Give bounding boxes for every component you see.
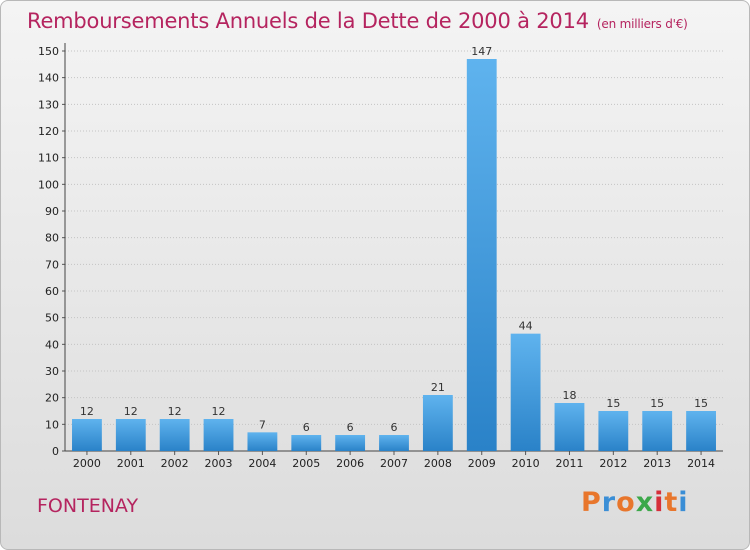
logo-letter: r xyxy=(601,487,617,518)
y-tick-label: 30 xyxy=(45,365,59,378)
bar xyxy=(115,419,146,451)
bar xyxy=(291,435,322,451)
bar-value-label: 15 xyxy=(650,397,664,410)
y-tick-label: 140 xyxy=(38,72,59,85)
bar-value-label: 6 xyxy=(347,421,354,434)
x-tick-label: 2007 xyxy=(380,457,408,470)
bar xyxy=(510,333,541,451)
logo-letter: P xyxy=(581,487,602,518)
y-tick-label: 40 xyxy=(45,338,59,351)
y-tick-label: 70 xyxy=(45,258,59,271)
bar-value-label: 12 xyxy=(124,405,138,418)
logo-letter: o xyxy=(616,487,636,518)
y-tick-label: 130 xyxy=(38,98,59,111)
chart-title: Remboursements Annuels de la Dette de 20… xyxy=(27,9,688,33)
bar xyxy=(422,395,453,451)
x-tick-label: 2011 xyxy=(555,457,583,470)
logo-letter: i xyxy=(678,487,689,518)
bar xyxy=(642,411,673,451)
bar-value-label: 12 xyxy=(168,405,182,418)
x-tick-label: 2012 xyxy=(599,457,627,470)
y-tick-label: 80 xyxy=(45,232,59,245)
y-tick-label: 100 xyxy=(38,178,59,191)
bar-value-label: 15 xyxy=(606,397,620,410)
x-tick-label: 2004 xyxy=(248,457,276,470)
y-tick-label: 90 xyxy=(45,205,59,218)
bar xyxy=(379,435,409,451)
bar xyxy=(247,432,278,451)
x-tick-label: 2013 xyxy=(643,457,671,470)
bar-value-label: 147 xyxy=(471,45,492,58)
y-tick-label: 0 xyxy=(52,445,59,458)
chart-unit: (en milliers d'€) xyxy=(596,17,688,31)
y-tick-label: 150 xyxy=(38,45,59,58)
x-tick-label: 2000 xyxy=(73,457,101,470)
bar-value-label: 7 xyxy=(259,418,266,431)
logo-letter: t xyxy=(664,487,679,518)
bar xyxy=(335,435,366,451)
bar xyxy=(203,419,234,451)
x-tick-label: 2010 xyxy=(512,457,540,470)
bar xyxy=(598,411,629,451)
bar-value-label: 12 xyxy=(212,405,226,418)
x-tick-label: 2003 xyxy=(205,457,233,470)
x-tick-label: 2002 xyxy=(161,457,189,470)
bar xyxy=(554,403,585,451)
bar-value-label: 6 xyxy=(391,421,398,434)
bar-value-label: 21 xyxy=(431,381,445,394)
bar xyxy=(466,59,497,451)
x-tick-label: 2006 xyxy=(336,457,364,470)
x-tick-label: 2009 xyxy=(468,457,496,470)
chart-title-text: Remboursements Annuels de la Dette de 20… xyxy=(27,9,589,33)
logo-letter: x xyxy=(635,487,655,518)
y-tick-label: 110 xyxy=(38,152,59,165)
bar-value-label: 44 xyxy=(519,320,533,333)
bar xyxy=(159,419,190,451)
y-tick-label: 10 xyxy=(45,418,59,431)
bar-value-label: 12 xyxy=(80,405,94,418)
bar xyxy=(72,419,102,451)
bar-value-label: 15 xyxy=(694,397,708,410)
x-tick-label: 2008 xyxy=(424,457,452,470)
bar xyxy=(686,411,716,451)
y-tick-label: 50 xyxy=(45,312,59,325)
x-tick-label: 2001 xyxy=(117,457,145,470)
y-tick-label: 60 xyxy=(45,285,59,298)
x-tick-label: 2014 xyxy=(687,457,715,470)
x-tick-label: 2005 xyxy=(292,457,320,470)
logo-letter: i xyxy=(654,487,665,518)
proxiti-logo[interactable]: Proxiti xyxy=(581,487,689,518)
y-tick-label: 120 xyxy=(38,125,59,138)
commune-name: FONTENAY xyxy=(37,495,139,517)
y-tick-label: 20 xyxy=(45,392,59,405)
bar-value-label: 6 xyxy=(303,421,310,434)
bar-value-label: 18 xyxy=(562,389,576,402)
